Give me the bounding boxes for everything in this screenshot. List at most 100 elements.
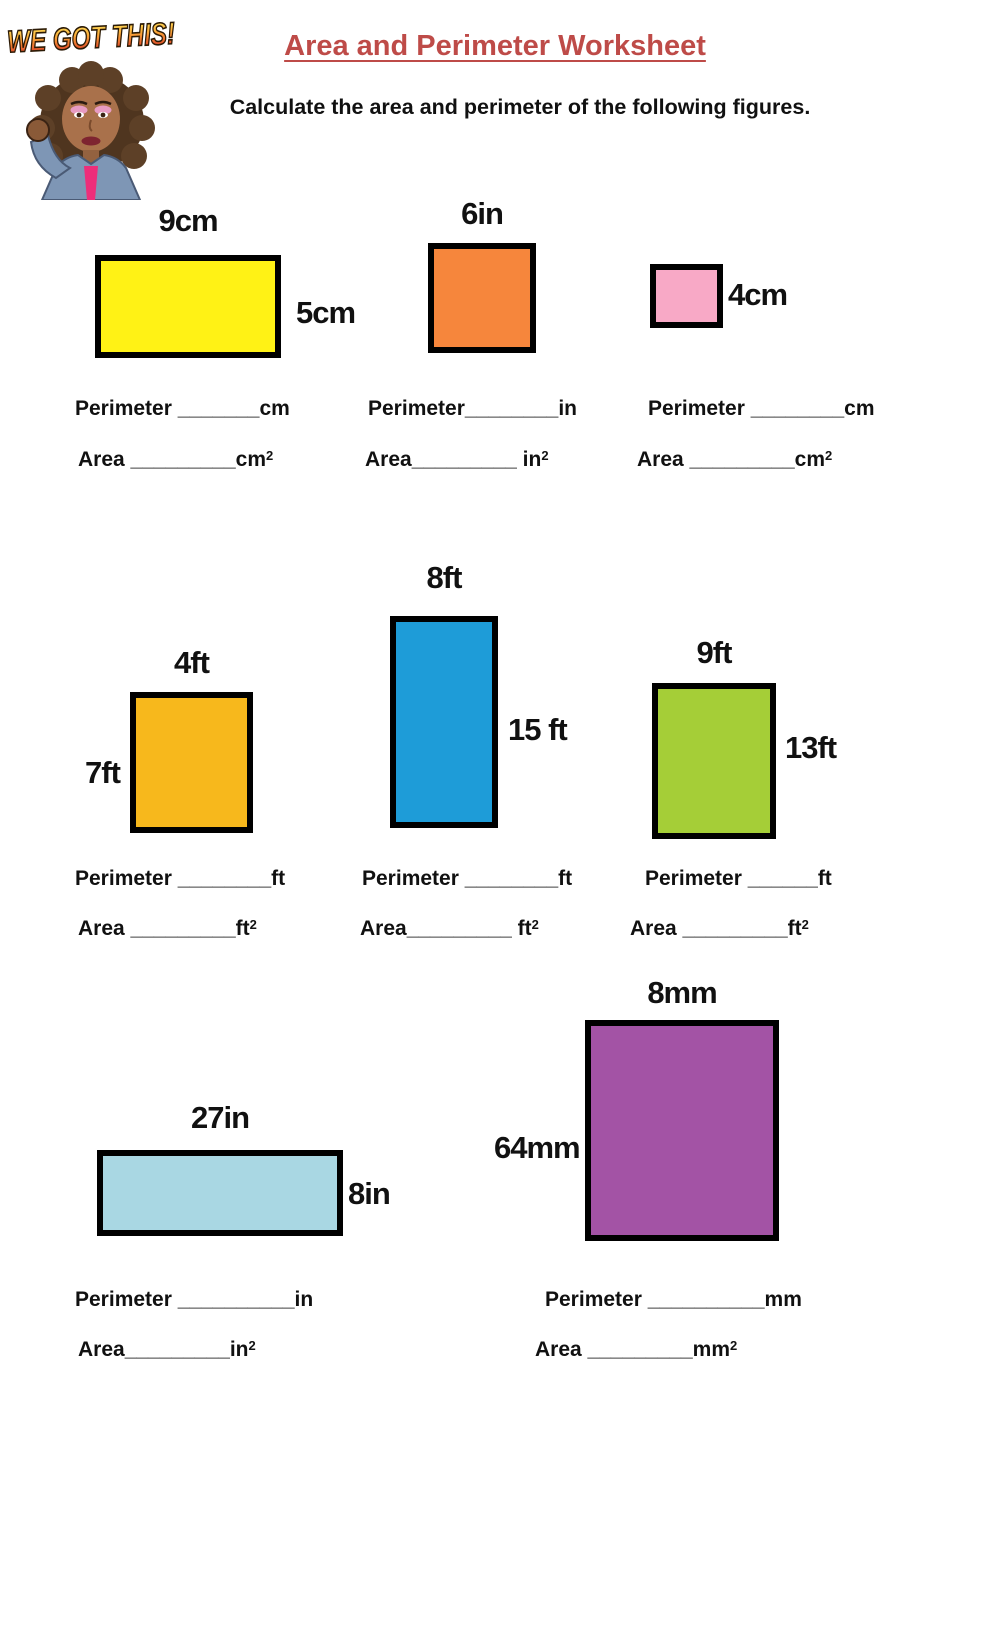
problem6-area-line: Area _________ft2 xyxy=(630,917,809,941)
area-label: Area xyxy=(78,917,125,940)
problem5-width-label: 8ft xyxy=(426,560,463,595)
problem5-area-line: Area_________ ft2 xyxy=(360,917,539,941)
problem7-height-label: 8in xyxy=(348,1176,391,1211)
we-got-this-logo: WE GOT THIS! xyxy=(2,2,180,205)
problem5-rectangle xyxy=(390,616,498,828)
area-unit: mm xyxy=(692,1338,731,1361)
problem6-height-label: 13ft xyxy=(785,730,837,765)
perimeter-label: Perimeter xyxy=(75,867,172,890)
problem8-height-label: 64mm xyxy=(494,1130,581,1165)
problem5-area-blank[interactable]: _________ xyxy=(406,917,512,940)
problem1-rectangle xyxy=(95,255,281,358)
perimeter-label: Perimeter xyxy=(75,1288,172,1311)
problem3-perimeter-blank[interactable]: ________ xyxy=(744,397,845,420)
area-unit-exponent: 2 xyxy=(801,917,809,932)
area-label: Area xyxy=(630,917,677,940)
perimeter-unit: ft xyxy=(817,867,832,890)
problem6-width-label: 9ft xyxy=(696,635,733,670)
problem8-area-blank[interactable]: _________ xyxy=(581,1338,693,1361)
problem7-perimeter-line: Perimeter __________in xyxy=(75,1288,313,1312)
problem4-rectangle xyxy=(130,692,253,833)
area-unit-exponent: 2 xyxy=(541,448,549,463)
area-label: Area xyxy=(637,448,684,471)
perimeter-unit: ft xyxy=(558,867,573,890)
problem4-height-label: 7ft xyxy=(85,755,121,790)
problem8-perimeter-line: Perimeter __________mm xyxy=(545,1288,802,1312)
problem1-width-label: 9cm xyxy=(158,203,218,238)
perimeter-unit: mm xyxy=(764,1288,802,1311)
area-unit: cm xyxy=(794,448,826,471)
problem1-height-label: 5cm xyxy=(296,295,356,330)
problem8-rectangle xyxy=(585,1020,779,1241)
perimeter-label: Perimeter xyxy=(545,1288,642,1311)
perimeter-unit: cm xyxy=(844,397,875,420)
area-unit: ft xyxy=(511,917,532,940)
perimeter-label: Perimeter xyxy=(362,867,459,890)
area-unit: cm xyxy=(235,448,267,471)
problem1-area-line: Area _________cm2 xyxy=(78,448,273,472)
problem1-perimeter-line: Perimeter _______cm xyxy=(75,397,290,421)
perimeter-label: Perimeter xyxy=(645,867,742,890)
area-unit-exponent: 2 xyxy=(531,917,539,932)
area-label: Area xyxy=(360,917,407,940)
problem2-perimeter-blank[interactable]: ________ xyxy=(464,397,559,420)
problem3-rectangle xyxy=(650,264,723,328)
page-instructions: Calculate the area and perimeter of the … xyxy=(229,95,811,119)
page-title: Area and Perimeter Worksheet xyxy=(284,30,706,62)
avatar: WE GOT THIS! xyxy=(5,15,177,201)
area-unit-exponent: 2 xyxy=(825,448,833,463)
problem8-area-line: Area _________mm2 xyxy=(535,1338,737,1362)
problem7-width-label: 27in xyxy=(190,1100,250,1135)
problem2-rectangle xyxy=(428,243,536,353)
problem7-rectangle xyxy=(97,1150,343,1236)
problem6-perimeter-blank[interactable]: ______ xyxy=(741,867,818,890)
problem2-area-blank[interactable]: _________ xyxy=(411,448,517,471)
problem6-rectangle xyxy=(652,683,776,839)
area-unit: in xyxy=(516,448,542,471)
problem7-area-line: Area_________in2 xyxy=(78,1338,256,1362)
problem4-width-label: 4ft xyxy=(174,645,210,680)
perimeter-unit: cm xyxy=(259,397,290,420)
area-label: Area xyxy=(535,1338,582,1361)
problem1-perimeter-blank[interactable]: _______ xyxy=(171,397,260,420)
problem6-area-blank[interactable]: _________ xyxy=(676,917,788,940)
perimeter-label: Perimeter xyxy=(368,397,465,420)
perimeter-label: Perimeter xyxy=(648,397,745,420)
area-unit: ft xyxy=(787,917,802,940)
area-unit: ft xyxy=(235,917,250,940)
problem1-area-blank[interactable]: _________ xyxy=(124,448,236,471)
perimeter-label: Perimeter xyxy=(75,397,172,420)
area-label: Area xyxy=(78,448,125,471)
problem3-area-line: Area _________cm2 xyxy=(637,448,832,472)
problem4-area-line: Area _________ft2 xyxy=(78,917,257,941)
problem4-perimeter-blank[interactable]: ________ xyxy=(171,867,272,890)
area-unit-exponent: 2 xyxy=(266,448,274,463)
problem5-perimeter-line: Perimeter ________ft xyxy=(362,867,572,891)
problem2-perimeter-line: Perimeter________in xyxy=(368,397,577,421)
problem6-perimeter-line: Perimeter ______ft xyxy=(645,867,832,891)
problem4-perimeter-line: Perimeter ________ft xyxy=(75,867,285,891)
problem7-perimeter-blank[interactable]: __________ xyxy=(171,1288,295,1311)
area-unit: in xyxy=(229,1338,249,1361)
svg-text:WE GOT THIS!: WE GOT THIS! xyxy=(6,16,176,60)
perimeter-unit: in xyxy=(294,1288,314,1311)
problem3-area-blank[interactable]: _________ xyxy=(683,448,795,471)
problem5-height-label: 15 ft xyxy=(508,712,568,747)
problem2-area-line: Area_________ in2 xyxy=(365,448,549,472)
area-unit-exponent: 2 xyxy=(730,1338,738,1353)
problem4-area-blank[interactable]: _________ xyxy=(124,917,236,940)
area-unit-exponent: 2 xyxy=(248,1338,256,1353)
perimeter-unit: ft xyxy=(271,867,286,890)
problem8-width-label: 8mm xyxy=(647,975,717,1010)
area-label: Area xyxy=(78,1338,125,1361)
perimeter-unit: in xyxy=(558,397,577,420)
problem3-height-label: 4cm xyxy=(728,277,788,312)
area-label: Area xyxy=(365,448,412,471)
problem2-width-label: 6in xyxy=(461,196,504,231)
problem3-perimeter-line: Perimeter ________cm xyxy=(648,397,875,421)
problem8-perimeter-blank[interactable]: __________ xyxy=(641,1288,765,1311)
problem5-perimeter-blank[interactable]: ________ xyxy=(458,867,559,890)
problem7-area-blank[interactable]: _________ xyxy=(124,1338,230,1361)
area-unit-exponent: 2 xyxy=(249,917,257,932)
